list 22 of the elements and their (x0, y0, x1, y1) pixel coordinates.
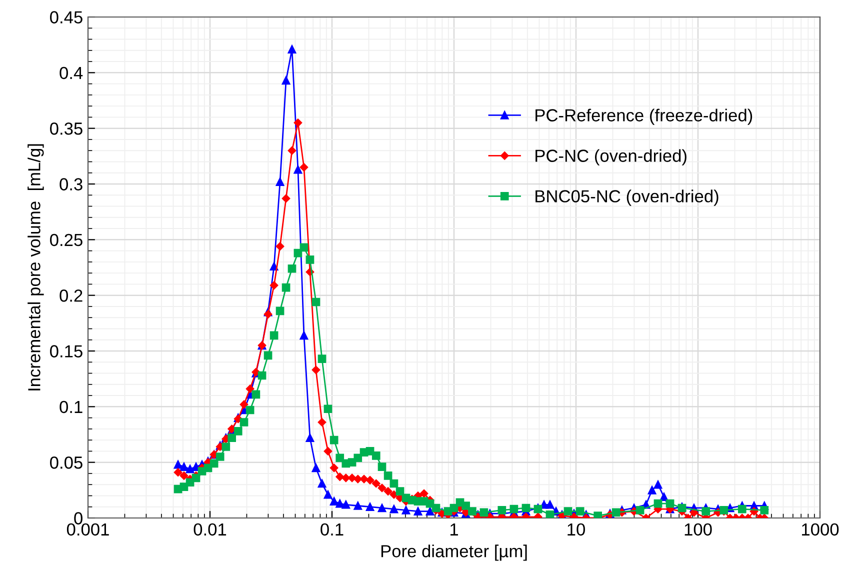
y-tick-label: 0.15 (50, 345, 82, 358)
y-tick-label: 0.45 (50, 11, 82, 24)
x-tick-label: 0.01 (194, 523, 226, 536)
x-tick-label: 0.001 (66, 523, 109, 536)
x-tick-label: 0.1 (320, 523, 344, 536)
y-axis-title: Incremental pore volume [mL/g] (28, 144, 44, 390)
x-tick-label: 10 (568, 523, 585, 536)
y-tick-label: 0 (74, 512, 82, 524)
y-tick-label: 0.1 (60, 400, 82, 414)
y-tick-label: 0.35 (50, 122, 82, 135)
legend-label: PC-Reference (freeze-dried) (536, 108, 752, 125)
y-tick-label: 0.25 (50, 234, 82, 246)
y-tick-label: 0.4 (60, 66, 83, 80)
x-tick-label: 1 (450, 524, 458, 536)
y-tick-label: 0.3 (60, 178, 82, 190)
y-tick-label: 0.2 (60, 290, 82, 302)
legend-label: PC-NC (oven-dried) (536, 149, 686, 166)
y-tick-label: 0.05 (50, 456, 82, 469)
x-tick-label: 1000 (802, 523, 839, 536)
legend-label: BNC05-NC (oven-dried) (536, 190, 718, 206)
x-tick-label: 100 (684, 523, 712, 536)
x-axis-title: Pore diameter [µm] (381, 544, 527, 561)
